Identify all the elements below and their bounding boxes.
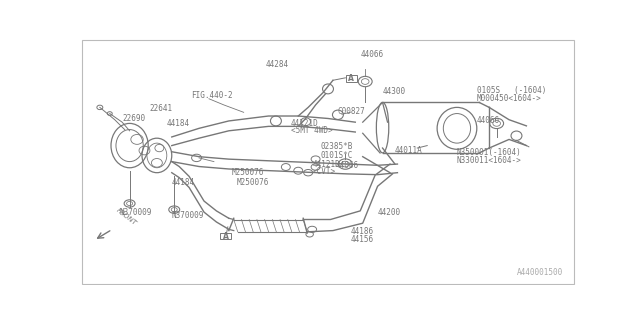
- Text: C00827: C00827: [338, 107, 365, 116]
- Text: M000450<1604->: M000450<1604->: [477, 94, 541, 103]
- Text: 0101S*C: 0101S*C: [321, 151, 353, 160]
- Text: N370009: N370009: [172, 211, 204, 220]
- Text: A: A: [348, 74, 355, 83]
- Text: N350001(-1604): N350001(-1604): [457, 148, 522, 157]
- Text: N370009: N370009: [120, 208, 152, 217]
- Text: 44200: 44200: [378, 208, 401, 217]
- Text: 22690: 22690: [122, 114, 145, 123]
- Text: 44184: 44184: [167, 119, 190, 128]
- Text: 44066: 44066: [360, 50, 383, 59]
- Text: 44300: 44300: [383, 87, 406, 96]
- Text: 44066: 44066: [335, 161, 358, 170]
- Text: FRONT: FRONT: [115, 207, 137, 227]
- Text: 02385*B: 02385*B: [321, 142, 353, 151]
- Text: A: A: [223, 231, 228, 241]
- Text: 44121D: 44121D: [291, 119, 319, 128]
- Text: <5MT 4WD>: <5MT 4WD>: [291, 126, 332, 135]
- Text: FIG.440-2: FIG.440-2: [191, 91, 233, 100]
- Text: 44011A: 44011A: [395, 146, 422, 155]
- Text: 22641: 22641: [150, 104, 173, 113]
- Text: 0105S   (-1604): 0105S (-1604): [477, 86, 546, 95]
- Text: 44186: 44186: [350, 227, 374, 236]
- Text: 44184: 44184: [172, 178, 195, 187]
- Text: M250076: M250076: [231, 168, 264, 177]
- Text: A440001500: A440001500: [517, 268, 564, 277]
- Text: <CVT>: <CVT>: [313, 167, 336, 176]
- Text: 44066: 44066: [477, 116, 500, 125]
- Text: 44121D: 44121D: [313, 160, 341, 169]
- Text: M250076: M250076: [236, 178, 269, 187]
- Text: 44156: 44156: [350, 235, 374, 244]
- Text: 44284: 44284: [266, 60, 289, 69]
- Text: N330011<1604->: N330011<1604->: [457, 156, 522, 165]
